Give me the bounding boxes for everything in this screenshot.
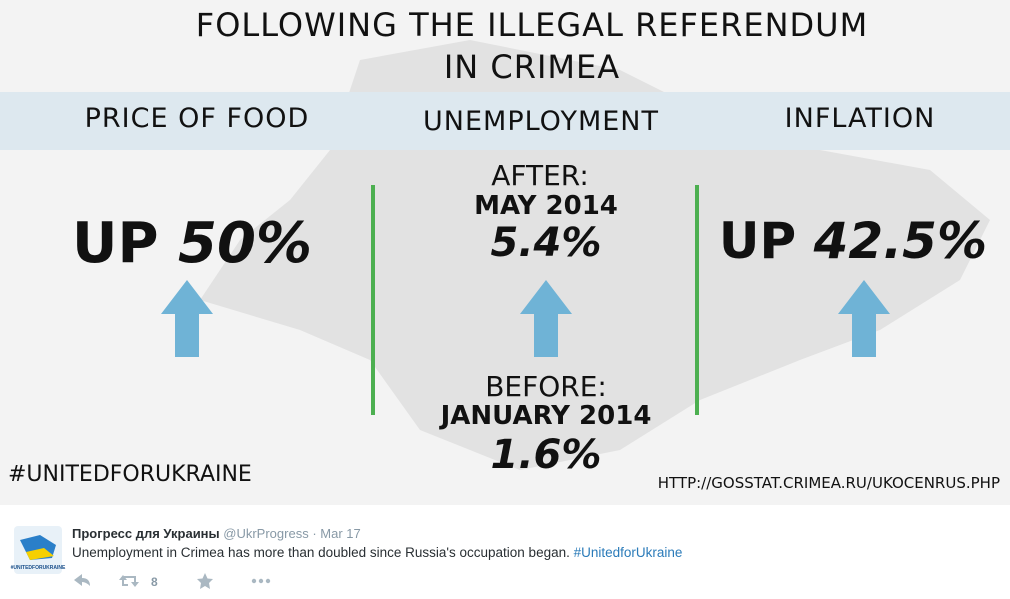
prefix: UP [72,211,159,276]
dot [251,578,257,584]
dot [265,578,271,584]
retweet-count: 8 [151,575,158,589]
up-arrow [838,280,890,357]
source: HTTP://GOSSTAT.CRIMEA.RU/UKOCENRUS.PHP [658,474,1000,492]
column-heading: PRICE OF FOOD [85,103,310,134]
title: IN CRIMEA [444,48,620,86]
up-arrow [161,280,213,357]
column-heading: UNEMPLOYMENT [423,106,659,137]
hashtag: #UNITEDFORUKRAINE [8,462,252,487]
before-date: JANUARY 2014 [439,401,652,431]
more-icon[interactable] [251,578,271,584]
date[interactable]: Mar 17 [320,526,360,541]
before-label: BEFORE: [485,370,607,403]
value: 42.5% [813,212,987,270]
retweet-icon[interactable] [119,575,139,587]
heading-band [0,92,1010,150]
after-value: 5.4% [491,220,602,266]
food-stat: UP 50% [72,211,312,276]
text: Unemployment in Crimea has more than dou… [72,545,570,560]
after-label: AFTER: [491,159,589,192]
up-arrow [520,280,572,357]
avatar-map [26,548,54,560]
handle[interactable]: @UkrProgress [223,526,309,541]
separator: · [312,526,316,541]
dot [258,578,264,584]
tweet: #UNITEDFORUKRAINE Прогресс для Украины @… [11,526,682,589]
tweet-header: Прогресс для Украины @UkrProgress · Mar … [72,526,361,541]
name[interactable]: Прогресс для Украины [72,526,220,541]
hashtag-link[interactable]: #UnitedforUkraine [574,545,683,560]
value: 50% [178,211,312,276]
infographic: FOLLOWING THE ILLEGAL REFERENDUM IN CRIM… [0,0,1010,505]
prefix: UP [719,212,796,270]
favorite-icon[interactable] [197,573,213,589]
title: FOLLOWING THE ILLEGAL REFERENDUM [196,6,868,44]
inflation-stat: UP 42.5% [719,212,987,270]
tweet-text: Unemployment in Crimea has more than dou… [72,545,682,560]
reply-icon[interactable] [74,574,90,586]
column-heading: INFLATION [785,103,936,134]
before-value: 1.6% [491,432,602,478]
after-date: MAY 2014 [474,191,618,221]
avatar-text: #UNITEDFORUKRAINE [11,565,66,571]
